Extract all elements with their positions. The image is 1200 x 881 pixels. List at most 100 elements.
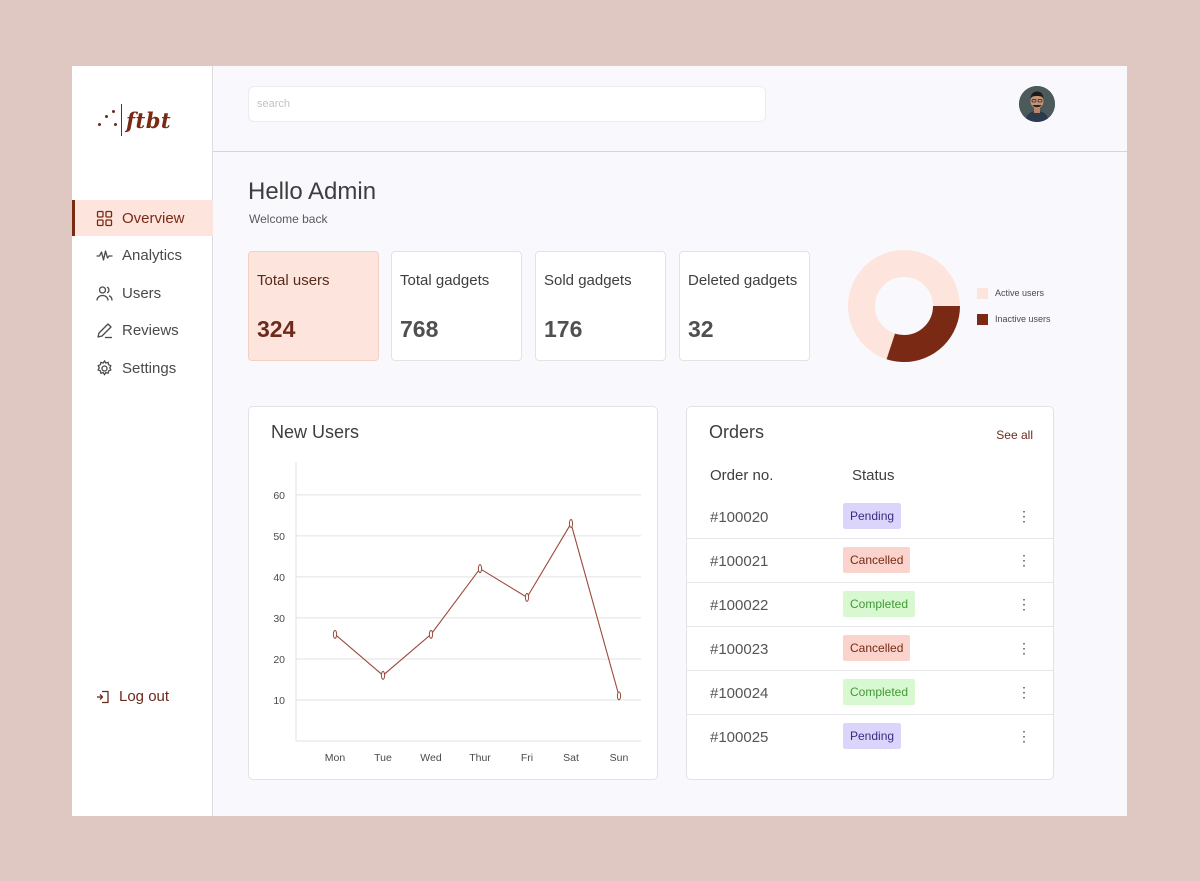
stat-label: Total users — [257, 272, 330, 289]
more-options-icon[interactable]: ⋮ — [1017, 596, 1031, 612]
stat-card-total-gadgets[interactable]: Total gadgets 768 — [391, 251, 522, 361]
user-photo-icon — [1019, 86, 1055, 122]
table-row[interactable]: #100024 Completed ⋮ — [687, 671, 1053, 715]
stat-card-deleted-gadgets[interactable]: Deleted gadgets 32 — [679, 251, 810, 361]
see-all-link[interactable]: See all — [996, 428, 1033, 442]
sidebar-item-reviews[interactable]: Reviews — [72, 313, 213, 349]
y-tick-label: 20 — [273, 654, 285, 666]
more-options-icon[interactable]: ⋮ — [1017, 508, 1031, 524]
y-tick-label: 60 — [273, 490, 285, 502]
data-point — [524, 592, 530, 602]
x-tick-label: Sun — [610, 752, 629, 764]
legend-label: Active users — [995, 288, 1045, 298]
sidebar-item-analytics[interactable]: Analytics — [72, 238, 213, 274]
y-tick-label: 10 — [273, 695, 285, 707]
pulse-icon — [96, 247, 113, 264]
status-badge: Pending — [843, 503, 902, 529]
stat-label: Sold gadgets — [544, 272, 632, 289]
logo-divider — [121, 104, 122, 136]
legend-swatch — [977, 287, 988, 299]
x-tick-label: Wed — [420, 752, 442, 764]
legend-label: Inactive users — [995, 314, 1051, 324]
brand-logo[interactable]: ftbt — [96, 104, 171, 136]
more-options-icon[interactable]: ⋮ — [1017, 640, 1031, 656]
data-point — [568, 519, 574, 529]
order-number: #100022 — [710, 597, 769, 614]
sidebar-item-label: Reviews — [122, 322, 179, 339]
column-header-status: Status — [852, 467, 895, 484]
y-tick-label: 50 — [273, 531, 285, 543]
sidebar-item-settings[interactable]: Settings — [72, 350, 213, 386]
table-row[interactable]: #100023 Cancelled ⋮ — [687, 627, 1053, 671]
order-number: #100021 — [710, 553, 769, 570]
sidebar-item-label: Analytics — [122, 247, 183, 264]
x-tick-label: Sat — [563, 752, 579, 764]
stat-card-total-users[interactable]: Total users 324 — [248, 251, 379, 361]
stat-card-sold-gadgets[interactable]: Sold gadgets 176 — [535, 251, 666, 361]
data-point — [332, 629, 338, 639]
data-point — [477, 564, 483, 574]
stat-value: 324 — [257, 316, 296, 342]
x-tick-label: Thur — [469, 752, 491, 764]
x-tick-label: Fri — [521, 752, 533, 764]
page-subtitle: Welcome back — [249, 212, 328, 226]
status-badge: Cancelled — [843, 547, 911, 573]
data-point — [428, 629, 434, 639]
page-title: Hello Admin — [248, 178, 377, 205]
status-badge: Completed — [843, 679, 916, 705]
order-number: #100025 — [710, 729, 769, 746]
pen-icon — [96, 322, 113, 339]
y-tick-label: 30 — [273, 613, 285, 625]
logout-icon — [97, 690, 109, 703]
logout-button[interactable]: Log out — [96, 688, 169, 705]
table-row[interactable]: #100022 Completed ⋮ — [687, 583, 1053, 627]
donut-inactive-segment — [848, 250, 960, 362]
order-number: #100024 — [710, 685, 769, 702]
order-number: #100023 — [710, 641, 769, 658]
new-users-line-chart: 10 20 30 40 50 60 Mon Tue Wed Thur Fri Sat Sun — [273, 462, 641, 764]
stat-value: 176 — [544, 316, 583, 342]
logo-mark-icon — [96, 108, 118, 132]
donut-legend: Active users Inactive users — [977, 287, 1051, 339]
legend-swatch — [977, 313, 988, 325]
avatar[interactable] — [1019, 86, 1055, 122]
panel-title: Orders — [709, 422, 765, 442]
new-users-panel: New Users 10 20 30 40 50 60 Mon Tue Wed Thur Fri Sa… — [248, 406, 658, 780]
sidebar-item-overview[interactable]: Overview — [72, 200, 213, 236]
logout-label: Log out — [119, 688, 170, 705]
gear-icon — [96, 359, 113, 377]
sidebar-item-users[interactable]: Users — [72, 275, 213, 311]
column-header-order-no: Order no. — [710, 467, 774, 484]
order-number: #100020 — [710, 509, 769, 526]
users-icon — [96, 285, 113, 302]
stat-label: Total gadgets — [400, 272, 490, 289]
y-tick-label: 40 — [273, 572, 285, 584]
table-row[interactable]: #100021 Cancelled ⋮ — [687, 539, 1053, 583]
sidebar-item-label: Settings — [122, 359, 177, 377]
app-window: ftbt Overview Analytics Users — [72, 66, 1127, 816]
sidebar-item-label: Users — [122, 284, 162, 302]
more-options-icon[interactable]: ⋮ — [1017, 684, 1031, 700]
data-point — [616, 691, 622, 701]
more-options-icon[interactable]: ⋮ — [1017, 728, 1031, 744]
series-line — [334, 522, 620, 697]
search-input[interactable] — [248, 86, 766, 122]
table-row[interactable]: #100025 Pending ⋮ — [687, 715, 1053, 759]
sidebar-nav: Overview Analytics Users Reviews — [72, 200, 213, 388]
data-point — [380, 670, 386, 680]
legend-item-active: Active users — [977, 287, 1051, 299]
stat-label: Deleted gadgets — [688, 272, 798, 289]
status-badge: Completed — [843, 591, 916, 617]
top-bar — [213, 66, 1127, 152]
table-row[interactable]: #100020 Pending ⋮ — [687, 495, 1053, 539]
legend-item-inactive: Inactive users — [977, 313, 1051, 325]
user-split-donut — [848, 250, 960, 362]
grid-icon — [96, 210, 113, 227]
panel-title: New Users — [271, 422, 360, 442]
stat-value: 768 — [400, 316, 439, 342]
more-options-icon[interactable]: ⋮ — [1017, 552, 1031, 568]
sidebar-item-label: Overview — [122, 209, 185, 227]
status-badge: Pending — [843, 723, 902, 749]
status-badge: Cancelled — [843, 635, 911, 661]
x-tick-label: Mon — [325, 752, 346, 764]
